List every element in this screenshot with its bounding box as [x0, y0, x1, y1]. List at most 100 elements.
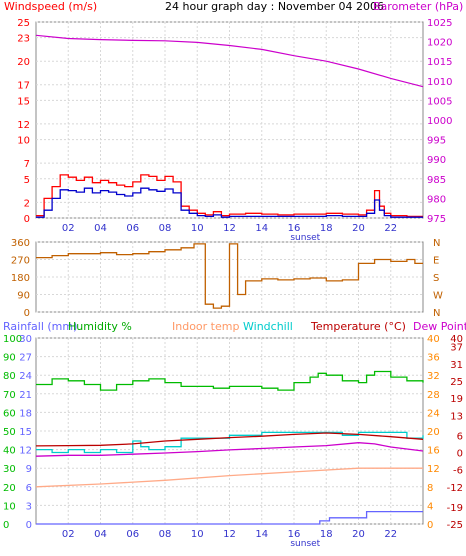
windspeed-tick-label: 0	[24, 214, 30, 225]
barometer-tick-label: 1010	[427, 77, 452, 88]
rainfall-tick-label: 27	[19, 353, 32, 364]
barometer-tick-label: 995	[427, 136, 446, 147]
series-indoor-temp	[35, 467, 423, 488]
x-tick-label: 06	[126, 223, 139, 234]
temperature-tick-label: 31	[450, 360, 463, 371]
temperature-tick-label: 19	[450, 394, 463, 405]
rainfall-tick-label: 15	[19, 427, 32, 438]
temperature-tick-label: 25	[450, 377, 463, 388]
indoor-tick-label: 32	[427, 371, 440, 382]
x-tick-label: 12	[223, 223, 236, 234]
series-humidity-	[36, 370, 424, 391]
barometer-tick-label: 1020	[427, 38, 452, 49]
winddir-tick-label: 90	[17, 291, 30, 302]
temperature-axis-title: Temperature (°C)	[311, 320, 406, 333]
windspeed-tick-label: 15	[17, 96, 30, 107]
indoor-tick-label: 8	[427, 483, 433, 494]
barometer-tick-label: 1025	[427, 18, 452, 29]
humidity-tick-label: 50	[3, 427, 16, 438]
indoor-tick-label: 20	[427, 427, 440, 438]
sunset-label: sunset	[290, 233, 320, 243]
winddir-tick-label: 0	[24, 308, 30, 319]
rainfall-tick-label: 18	[19, 408, 32, 419]
windspeed-tick-label: 17	[17, 81, 30, 92]
x-tick-label: 14	[255, 529, 268, 540]
humidity-tick-label: 80	[3, 371, 16, 382]
temperature-tick-label: -6	[453, 466, 463, 477]
indoor-tick-label: 0	[427, 520, 433, 531]
temperature-tick-label: 0	[457, 448, 463, 459]
humidity-axis-title: Humidity %	[68, 320, 132, 333]
x-tick-label: 14	[255, 223, 268, 234]
x-tick-label: 18	[320, 223, 333, 234]
series-gust	[36, 187, 423, 218]
humidity-tick-label: 90	[3, 353, 16, 364]
humidity-tick-label: 20	[3, 483, 16, 494]
x-tick-label: 10	[191, 529, 204, 540]
indoor-tick-label: 40	[427, 334, 440, 345]
indoor-tick-label: 28	[427, 390, 440, 401]
x-tick-label: 22	[384, 529, 397, 540]
x-tick-label: 06	[126, 529, 139, 540]
barometer-tick-label: 980	[427, 194, 446, 205]
temperature-tick-label: -25	[447, 520, 463, 531]
humidity-tick-label: 10	[3, 501, 16, 512]
windchill-axis-title: Windchill	[243, 320, 293, 333]
x-tick-label: 16	[288, 223, 301, 234]
indoor-tick-label: 36	[427, 353, 440, 364]
rainfall-axis-title: Rainfall (mm)	[3, 320, 78, 333]
x-tick-label: 18	[320, 529, 333, 540]
humidity-tick-label: 100	[3, 334, 22, 345]
barometer-axis-title: Barometer (hPa)	[373, 0, 464, 13]
sunset-label: sunset	[290, 539, 320, 549]
rainfall-tick-label: 0	[26, 520, 32, 531]
series-temperature-c-	[35, 432, 424, 447]
humidity-tick-label: 70	[3, 390, 16, 401]
rainfall-tick-label: 21	[19, 390, 32, 401]
x-tick-label: 20	[352, 529, 365, 540]
rainfall-tick-label: 30	[19, 334, 32, 345]
x-tick-label: 12	[223, 529, 236, 540]
indoor-tick-label: 24	[427, 408, 440, 419]
series-dew-point	[35, 442, 424, 457]
windspeed-tick-label: 20	[17, 57, 30, 68]
compass-tick-label: S	[433, 273, 439, 284]
winddir-tick-label: 180	[11, 273, 30, 284]
x-tick-label: 02	[62, 529, 75, 540]
barometer-tick-label: 985	[427, 175, 446, 186]
temperature-tick-label: 13	[450, 411, 463, 422]
rainfall-tick-label: 9	[26, 464, 32, 475]
series-rainfall-mm-	[36, 510, 423, 525]
temperature-tick-label: 40	[450, 334, 463, 345]
indoor-tick-label: 4	[427, 501, 433, 512]
windspeed-tick-label: 2	[24, 198, 30, 209]
indoor-tick-label: 16	[427, 446, 440, 457]
barometer-tick-label: 1005	[427, 96, 452, 107]
x-tick-label: 22	[384, 223, 397, 234]
dewpoint-axis-title: Dew Point	[413, 320, 466, 333]
temperature-tick-label: 6	[457, 431, 463, 442]
winddir-tick-label: 360	[11, 238, 30, 249]
humidity-tick-label: 30	[3, 464, 16, 475]
temperature-tick-label: -19	[447, 503, 463, 514]
indoor-tick-label: 12	[427, 464, 440, 475]
rainfall-tick-label: 24	[19, 371, 32, 382]
x-tick-label: 10	[191, 223, 204, 234]
x-tick-label: 08	[159, 223, 172, 234]
windspeed-tick-label: 23	[17, 34, 30, 45]
x-tick-label: 04	[94, 223, 107, 234]
windspeed-tick-label: 7	[24, 159, 30, 170]
x-tick-label: 08	[159, 529, 172, 540]
barometer-tick-label: 975	[427, 214, 446, 225]
humidity-tick-label: 40	[3, 446, 16, 457]
temperature-tick-label: -12	[447, 483, 463, 494]
compass-tick-label: N	[433, 238, 440, 249]
chart-title: 24 hour graph day : November 04 2006	[165, 0, 385, 13]
barometer-tick-label: 1015	[427, 57, 452, 68]
x-tick-label: 02	[62, 223, 75, 234]
compass-tick-label: N	[433, 308, 440, 319]
rainfall-tick-label: 3	[26, 501, 32, 512]
compass-tick-label: W	[433, 291, 443, 302]
barometer-tick-label: 1000	[427, 116, 452, 127]
